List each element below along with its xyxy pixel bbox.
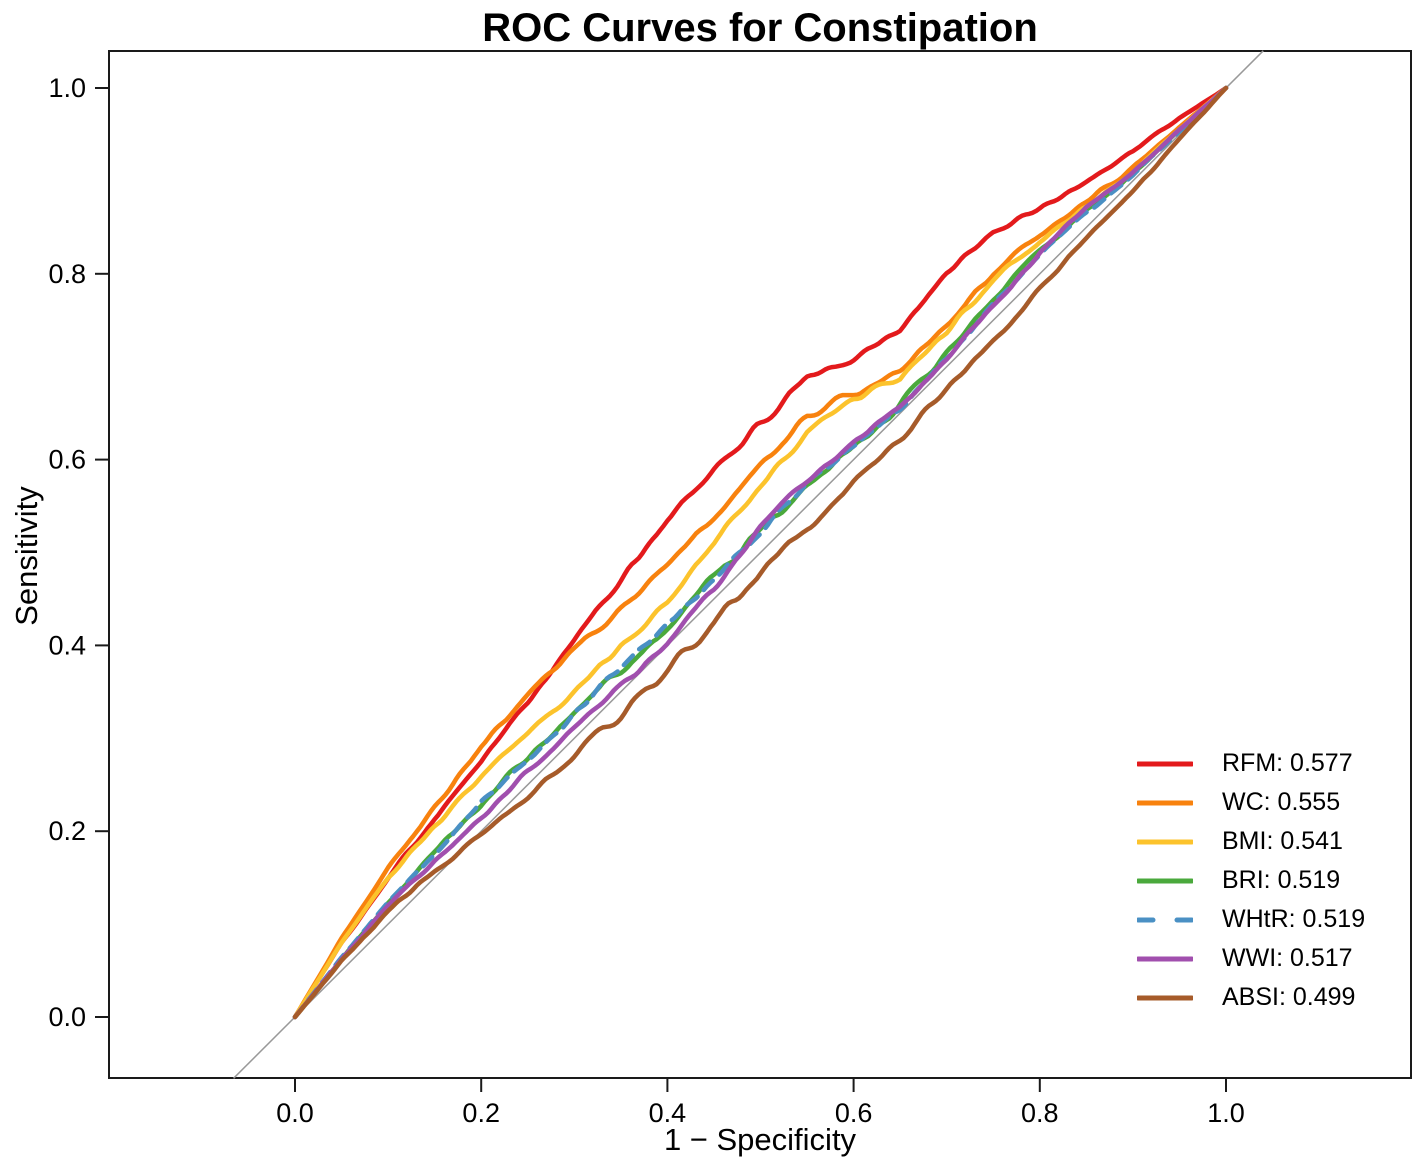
chart-title: ROC Curves for Constipation <box>482 6 1038 50</box>
legend-item-bmi: BMI: 0.541 <box>1137 822 1365 861</box>
legend-line-swatch-absi <box>1137 995 1193 1000</box>
legend-label-whtr: WHtR: 0.519 <box>1222 905 1366 933</box>
roc-curve-absi <box>292 85 1229 1020</box>
legend-item-absi: ABSI: 0.499 <box>1137 978 1365 1017</box>
legend-line-swatch-bmi <box>1137 839 1193 844</box>
legend-line-swatch-wc <box>1137 800 1193 805</box>
legend-line-swatch-rfm <box>1137 761 1193 766</box>
x-tick-label: 0.0 <box>276 1098 314 1128</box>
y-axis-label: Sensitivity <box>9 486 44 626</box>
legend-label-bmi: BMI: 0.541 <box>1222 827 1343 855</box>
x-tick-label: 0.2 <box>462 1098 500 1128</box>
roc-curve-whtr <box>292 85 1229 1020</box>
chance-diagonal-line <box>233 50 1264 1079</box>
legend-label-wwi: WWI: 0.517 <box>1222 944 1353 972</box>
y-tick-label: 0.2 <box>48 816 86 846</box>
legend-item-bri: BRI: 0.519 <box>1137 861 1365 900</box>
x-axis-label: 1 − Specificity <box>663 1122 857 1157</box>
roc-curve-rfm <box>292 85 1229 1020</box>
legend-item-whtr: WHtR: 0.519 <box>1137 900 1365 939</box>
legend-label-bri: BRI: 0.519 <box>1222 866 1341 894</box>
roc-curve-wwi <box>292 85 1229 1020</box>
legend-item-rfm: RFM: 0.577 <box>1137 744 1365 783</box>
roc-curve-wc <box>292 85 1229 1020</box>
legend-label-wc: WC: 0.555 <box>1222 788 1341 816</box>
legend-item-wc: WC: 0.555 <box>1137 783 1365 822</box>
legend-label-absi: ABSI: 0.499 <box>1222 983 1356 1011</box>
y-tick-label: 0.4 <box>48 630 86 660</box>
legend-line-swatch-wwi <box>1137 956 1193 961</box>
legend-label-rfm: RFM: 0.577 <box>1222 749 1353 777</box>
x-tick-label: 1.0 <box>1207 1098 1245 1128</box>
legend: RFM: 0.577 WC: 0.555 BMI: 0.541 BRI: 0.519 W… <box>1137 744 1365 1017</box>
x-tick-label: 0.4 <box>649 1098 687 1128</box>
legend-line-swatch-whtr <box>1137 917 1193 922</box>
y-tick-label: 0.8 <box>48 259 86 289</box>
plot-border <box>108 50 1412 1079</box>
y-tick-label: 0.6 <box>48 445 86 475</box>
legend-line-swatch-bri <box>1137 878 1193 883</box>
legend-item-wwi: WWI: 0.517 <box>1137 939 1365 978</box>
x-tick-label: 0.8 <box>1021 1098 1059 1128</box>
y-tick-label: 1.0 <box>48 73 86 103</box>
x-tick-label: 0.6 <box>835 1098 873 1128</box>
y-tick-label: 0.0 <box>48 1002 86 1032</box>
